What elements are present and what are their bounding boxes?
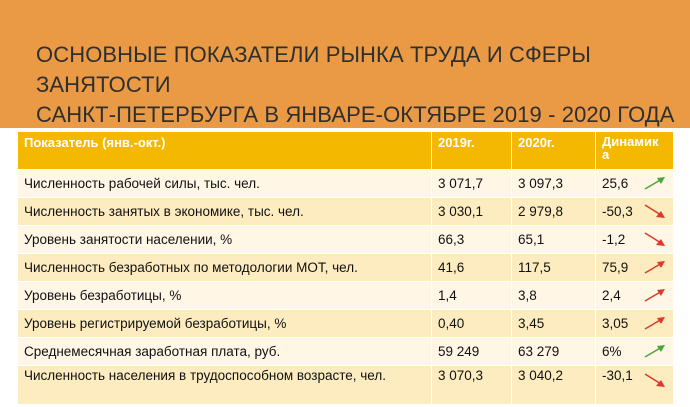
value-2019: 66,3 <box>431 225 512 254</box>
value-2020: 117,5 <box>511 253 596 282</box>
trend-up-arrow-icon <box>644 317 665 330</box>
table-row: Численность рабочей силы, тыс. чел. 3 071… <box>17 169 674 198</box>
row-label: Численность рабочей силы, тыс. чел. <box>17 169 432 198</box>
dynamics-value: -30,1 <box>602 368 633 383</box>
row-label: Уровень безработицы, % <box>17 281 432 310</box>
dynamics-cell: 3,05 <box>595 309 674 338</box>
dynamics-value: 6% <box>602 344 622 359</box>
value-2020: 3 040,2 <box>511 365 596 405</box>
value-2019: 59 249 <box>431 337 512 366</box>
dynamics-value: 75,9 <box>602 260 629 275</box>
value-2019: 3 070,3 <box>431 365 512 405</box>
table-row: Численность безработных по методологии М… <box>17 253 674 282</box>
header-dynamics: Динамика <box>595 131 674 170</box>
row-label: Численность занятых в экономике, тыс. че… <box>17 197 432 226</box>
table-row: Уровень безработицы, % 1,4 3,8 2,4 <box>17 281 674 310</box>
table-row: Среднемесячная заработная плата, руб. 59 … <box>17 337 674 366</box>
dynamics-value: -1,2 <box>602 232 626 247</box>
dynamics-value: 2,4 <box>602 288 621 303</box>
dynamics-cell: -30,1 <box>595 365 674 405</box>
dynamics-cell: 25,6 <box>595 169 674 198</box>
row-label: Уровень занятости населении, % <box>17 225 432 254</box>
dynamics-cell: 75,9 <box>595 253 674 282</box>
value-2020: 65,1 <box>511 225 596 254</box>
value-2020: 63 279 <box>511 337 596 366</box>
indicators-table: Показатель (янв.-окт.) 2019г. 2020г. Дин… <box>17 131 674 405</box>
table-row: Численность населения в трудоспособном в… <box>17 365 674 405</box>
trend-down-arrow-icon <box>644 232 665 246</box>
header-indicator: Показатель (янв.-окт.) <box>17 131 432 170</box>
table-row: Уровень занятости населении, % 66,3 65,1 -1… <box>17 225 674 254</box>
row-label: Численность населения в трудоспособном в… <box>17 365 432 405</box>
value-2020: 3 097,3 <box>511 169 596 198</box>
row-label: Уровень регистрируемой безработицы, % <box>17 309 432 338</box>
trend-up-arrow-icon <box>644 289 665 302</box>
trend-down-arrow-icon <box>644 373 665 387</box>
dynamics-cell: 2,4 <box>595 281 674 310</box>
value-2019: 1,4 <box>431 281 512 310</box>
header-dynamics-label: Динамика <box>602 134 659 162</box>
value-2020: 3,45 <box>511 309 596 338</box>
trend-up-arrow-icon <box>644 261 665 274</box>
dynamics-cell: -1,2 <box>595 225 674 254</box>
table-header-row: Показатель (янв.-окт.) 2019г. 2020г. Дин… <box>17 131 674 170</box>
row-label: Среднемесячная заработная плата, руб. <box>17 337 432 366</box>
row-label: Численность безработных по методологии М… <box>17 253 432 282</box>
header-2020: 2020г. <box>511 131 596 170</box>
value-2020: 3,8 <box>511 281 596 310</box>
trend-down-arrow-icon <box>644 204 665 218</box>
header-2019: 2019г. <box>431 131 512 170</box>
slide-title-line-2: САНКТ-ПЕТЕРБУРГА В ЯНВАРЕ-ОКТЯБРЕ 2019 -… <box>36 102 675 127</box>
value-2019: 3 030,1 <box>431 197 512 226</box>
trend-up-arrow-icon <box>644 177 665 190</box>
value-2019: 0,40 <box>431 309 512 338</box>
table-row: Численность занятых в экономике, тыс. че… <box>17 197 674 226</box>
dynamics-cell: 6% <box>595 337 674 366</box>
trend-up-arrow-icon <box>644 345 665 358</box>
dynamics-value: 3,05 <box>602 316 629 331</box>
dynamics-value: 25,6 <box>602 176 629 191</box>
value-2020: 2 979,8 <box>511 197 596 226</box>
value-2019: 3 071,7 <box>431 169 512 198</box>
slide-title: ОСНОВНЫЕ ПОКАЗАТЕЛИ РЫНКА ТРУДА И СФЕРЫ … <box>36 40 676 130</box>
dynamics-value: -50,3 <box>602 204 633 219</box>
slide-title-line-1: ОСНОВНЫЕ ПОКАЗАТЕЛИ РЫНКА ТРУДА И СФЕРЫ … <box>36 42 591 97</box>
value-2019: 41,6 <box>431 253 512 282</box>
title-banner: ОСНОВНЫЕ ПОКАЗАТЕЛИ РЫНКА ТРУДА И СФЕРЫ … <box>0 0 690 128</box>
table-row: Уровень регистрируемой безработицы, % 0,4… <box>17 309 674 338</box>
dynamics-cell: -50,3 <box>595 197 674 226</box>
